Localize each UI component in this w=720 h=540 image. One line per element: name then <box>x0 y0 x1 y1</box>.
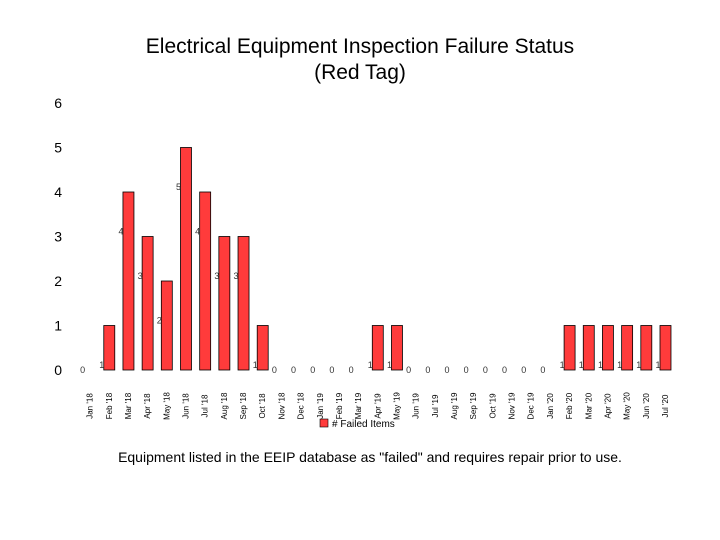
bar <box>582 325 595 371</box>
y-tick-label: 6 <box>54 95 62 111</box>
bar <box>659 325 672 371</box>
bar <box>602 325 614 371</box>
y-tick-label: 3 <box>54 229 62 245</box>
chart-caption: Equipment listed in the EEIP database as… <box>118 449 622 465</box>
x-tick-label: Mar '18 <box>124 392 133 419</box>
legend-label: # Failed Items <box>332 419 395 430</box>
data-label: 3 <box>214 271 219 281</box>
data-label: 0 <box>502 365 507 375</box>
x-tick-label: Aug '18 <box>220 392 229 419</box>
y-tick-label: 1 <box>54 318 62 334</box>
x-tick-label: Jul '19 <box>431 394 440 417</box>
data-label: 0 <box>272 365 277 375</box>
data-label: 2 <box>157 316 162 326</box>
y-tick-label: 4 <box>54 184 62 200</box>
y-tick-label: 2 <box>54 273 62 289</box>
data-label: 0 <box>445 365 450 375</box>
chart-title-line-1: Electrical Equipment Inspection Failure … <box>145 35 575 58</box>
y-tick-label: 0 <box>54 362 62 378</box>
data-label: 0 <box>80 365 85 375</box>
x-tick-label: Oct '18 <box>258 393 267 419</box>
bar <box>563 325 576 371</box>
x-tick-label: Jun '20 <box>642 393 651 419</box>
data-label: 3 <box>234 271 239 281</box>
data-label: 0 <box>464 365 469 375</box>
data-label: 1 <box>655 360 660 370</box>
x-tick-label: Jul '18 <box>201 394 210 417</box>
x-tick-label: Sep '19 <box>469 392 478 419</box>
data-label: 1 <box>598 360 603 370</box>
x-tick-label: Jun '18 <box>181 393 190 419</box>
data-label: 1 <box>99 360 104 370</box>
bar <box>621 325 634 371</box>
x-tick-label: Dec '18 <box>297 392 306 419</box>
x-tick-label: Mar '19 <box>354 392 363 419</box>
bar <box>180 147 192 371</box>
bar <box>391 325 403 371</box>
bar <box>371 325 384 371</box>
data-label: 1 <box>579 360 584 370</box>
bar <box>160 280 173 371</box>
data-label: 1 <box>387 360 392 370</box>
x-tick-label: Apr '20 <box>603 393 612 419</box>
x-tick-label: Mar '20 <box>584 392 593 419</box>
x-tick-label: Jan '20 <box>546 393 555 419</box>
bar <box>141 236 154 371</box>
data-label: 0 <box>310 365 315 375</box>
data-label: 0 <box>540 365 545 375</box>
data-label: 4 <box>118 227 123 237</box>
x-tick-label: Nov '18 <box>277 392 286 419</box>
data-label: 1 <box>253 360 258 370</box>
data-label: 1 <box>560 360 565 370</box>
data-label: 4 <box>195 227 200 237</box>
x-tick-label: Jan '18 <box>86 393 95 419</box>
bar <box>640 325 653 371</box>
bar <box>237 236 250 371</box>
data-label: 0 <box>406 365 411 375</box>
x-tick-label: Dec '19 <box>527 392 536 419</box>
data-label: 1 <box>617 360 622 370</box>
data-label: 3 <box>138 271 143 281</box>
data-label: 0 <box>521 365 526 375</box>
chart-title: Electrical Equipment Inspection Failure … <box>0 34 720 86</box>
chart-title-line-2: (Red Tag) <box>314 61 406 84</box>
x-tick-label: Nov '19 <box>508 392 517 419</box>
data-label: 1 <box>636 360 641 370</box>
x-tick-label: Apr '19 <box>373 393 382 419</box>
x-tick-label: May '19 <box>392 392 401 420</box>
x-tick-label: Jan '19 <box>316 393 325 419</box>
data-label: 1 <box>368 360 373 370</box>
x-tick-label: Sep '18 <box>239 392 248 419</box>
bar <box>199 191 212 371</box>
x-tick-label: Jul '20 <box>661 394 670 417</box>
x-tick-label: Jun '19 <box>412 393 421 419</box>
x-tick-label: Apr '18 <box>143 393 152 419</box>
x-tick-label: Feb '19 <box>335 392 344 419</box>
x-tick-label: May '20 <box>623 392 632 420</box>
data-label: 0 <box>425 365 430 375</box>
legend-swatch <box>319 418 329 428</box>
data-label: 0 <box>349 365 354 375</box>
x-tick-label: Aug '19 <box>450 392 459 419</box>
bar <box>256 325 269 371</box>
x-tick-label: Feb '20 <box>565 392 574 419</box>
data-label: 5 <box>176 182 181 192</box>
bar <box>122 191 135 371</box>
bar <box>218 236 231 371</box>
x-tick-label: Feb '18 <box>105 392 114 419</box>
y-tick-label: 5 <box>54 140 62 156</box>
data-label: 0 <box>483 365 488 375</box>
x-tick-label: May '18 <box>162 392 171 420</box>
x-tick-label: Oct '19 <box>488 393 497 419</box>
data-label: 0 <box>291 365 296 375</box>
bar <box>103 325 116 371</box>
data-label: 0 <box>329 365 334 375</box>
